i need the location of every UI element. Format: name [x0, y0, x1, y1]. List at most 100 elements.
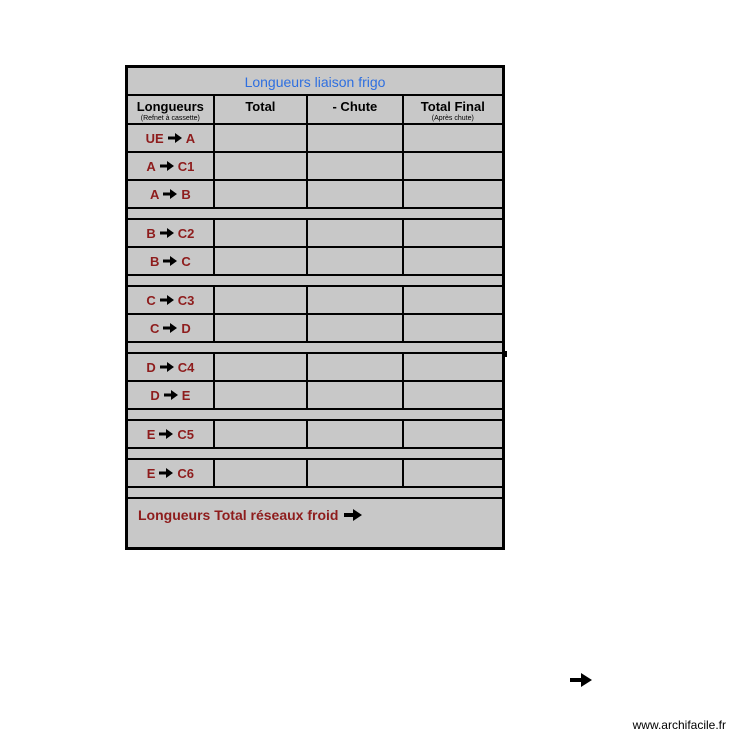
arrow-right-icon	[570, 673, 592, 692]
value-cell	[308, 125, 403, 151]
table-row: A C1	[128, 153, 502, 181]
row-gap	[128, 410, 502, 421]
row-gap	[128, 449, 502, 460]
row-label-cell: E C5	[128, 421, 215, 447]
table-row: CD	[128, 315, 502, 343]
row-label-cell: BC	[128, 248, 215, 274]
route-to: C6	[177, 466, 194, 481]
value-cell	[308, 460, 403, 486]
route-from: E	[147, 466, 156, 481]
col-header-label: Total Final	[421, 99, 485, 114]
arrow-right-icon	[159, 429, 173, 439]
arrow-right-icon	[160, 362, 174, 372]
row-label-cell: DE	[128, 382, 215, 408]
arrow-right-icon	[344, 509, 362, 521]
table-row: C C3	[128, 287, 502, 315]
value-cell	[404, 153, 502, 179]
route-from: A	[146, 159, 155, 174]
arrow-right-icon	[163, 323, 177, 333]
arrow-right-icon	[160, 295, 174, 305]
value-cell	[215, 125, 308, 151]
route-from: A	[150, 187, 159, 202]
value-cell	[215, 153, 308, 179]
row-gap	[128, 488, 502, 499]
row-gap	[128, 343, 502, 354]
col-header-total: Total	[215, 96, 309, 123]
value-cell	[404, 125, 502, 151]
table-title: Longueurs liaison frigo	[245, 74, 386, 90]
col-header-label: Total	[245, 99, 275, 114]
row-label-cell: UEA	[128, 125, 215, 151]
value-cell	[215, 287, 308, 313]
table-row: DC4	[128, 354, 502, 382]
row-gap	[128, 276, 502, 287]
value-cell	[404, 181, 502, 207]
route-to: C1	[178, 159, 195, 174]
row-gap	[128, 209, 502, 220]
value-cell	[215, 460, 308, 486]
col-header-label: Longueurs	[137, 99, 204, 114]
route-from: E	[147, 427, 156, 442]
value-cell	[215, 315, 308, 341]
value-cell	[404, 354, 502, 380]
value-cell	[215, 382, 308, 408]
row-label-cell: DC4	[128, 354, 215, 380]
col-header-longueurs: Longueurs (Refnet à cassette)	[128, 96, 215, 123]
col-header-chute: - Chute	[308, 96, 403, 123]
table-row: DE	[128, 382, 502, 410]
col-header-sub: (Refnet à cassette)	[141, 115, 200, 122]
table-row: BC	[128, 248, 502, 276]
footer-label: Longueurs Total réseaux froid	[138, 507, 338, 523]
route-from: C	[150, 321, 159, 336]
value-cell	[308, 181, 403, 207]
table-title-row: Longueurs liaison frigo	[128, 68, 502, 96]
value-cell	[308, 382, 403, 408]
arrow-right-icon	[168, 133, 182, 143]
route-from: B	[146, 226, 155, 241]
value-cell	[308, 315, 403, 341]
arrow-right-icon	[159, 468, 173, 478]
value-cell	[215, 421, 308, 447]
route-to: C4	[178, 360, 195, 375]
route-from: B	[150, 254, 159, 269]
value-cell	[404, 421, 502, 447]
value-cell	[215, 354, 308, 380]
row-label-cell: C C3	[128, 287, 215, 313]
route-to: C2	[178, 226, 195, 241]
value-cell	[308, 220, 403, 246]
table-header-row: Longueurs (Refnet à cassette) Total - Ch…	[128, 96, 502, 125]
value-cell	[308, 287, 403, 313]
value-cell	[404, 315, 502, 341]
value-cell	[404, 382, 502, 408]
route-to: C5	[177, 427, 194, 442]
value-cell	[215, 248, 308, 274]
lengths-table: Longueurs liaison frigo Longueurs (Refne…	[125, 65, 505, 550]
value-cell	[308, 248, 403, 274]
table-footer: Longueurs Total réseaux froid	[128, 499, 502, 547]
route-from: D	[150, 388, 159, 403]
border-notch	[502, 351, 507, 357]
row-label-cell: CD	[128, 315, 215, 341]
col-header-total-final: Total Final (Après chute)	[404, 96, 502, 123]
route-to: B	[181, 187, 190, 202]
route-from: C	[146, 293, 155, 308]
value-cell	[404, 460, 502, 486]
arrow-right-icon	[163, 256, 177, 266]
value-cell	[404, 248, 502, 274]
route-to: C3	[178, 293, 195, 308]
col-header-sub: (Après chute)	[432, 115, 474, 122]
row-label-cell: E C6	[128, 460, 215, 486]
arrow-right-icon	[164, 390, 178, 400]
table-row: E C5	[128, 421, 502, 449]
route-to: D	[181, 321, 190, 336]
value-cell	[404, 287, 502, 313]
table-row: UEA	[128, 125, 502, 153]
col-header-label: - Chute	[332, 99, 377, 114]
value-cell	[404, 220, 502, 246]
value-cell	[308, 421, 403, 447]
route-from: UE	[146, 131, 164, 146]
value-cell	[215, 220, 308, 246]
row-label-cell: A C1	[128, 153, 215, 179]
table-row: AB	[128, 181, 502, 209]
arrow-right-icon	[163, 189, 177, 199]
